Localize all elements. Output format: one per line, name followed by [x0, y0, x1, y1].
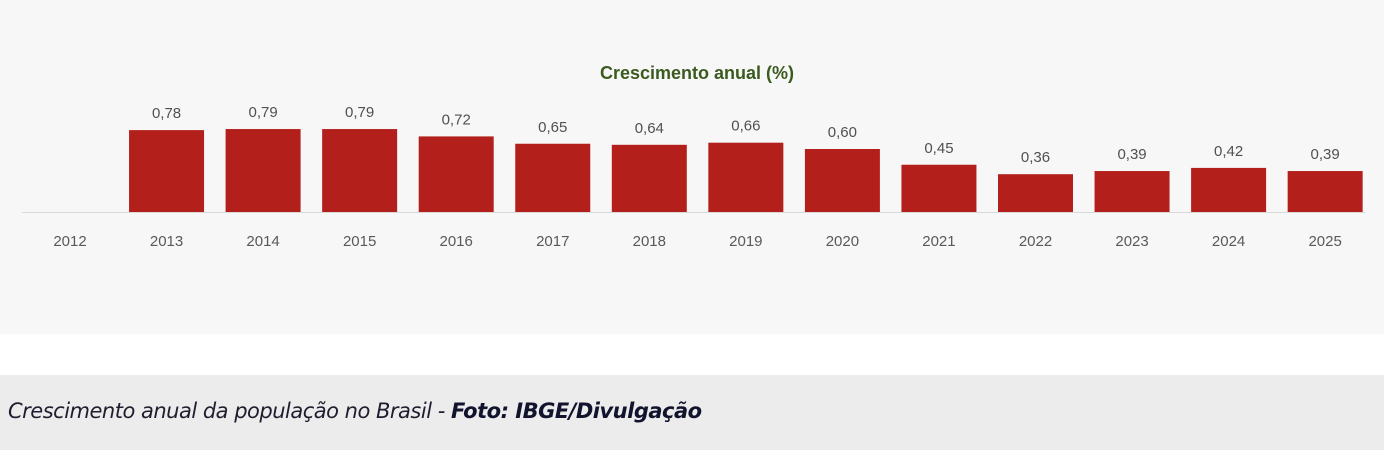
data-label: 0,66	[731, 118, 760, 135]
x-tick-label: 2018	[633, 233, 666, 250]
bar-2020	[804, 149, 880, 212]
bar-2018	[611, 144, 687, 212]
data-label: 0,36	[1021, 149, 1050, 166]
bar-2022	[998, 174, 1073, 212]
data-label: 0,39	[1311, 146, 1340, 163]
data-label: 0,45	[924, 140, 953, 157]
bar-2024	[1191, 167, 1267, 212]
x-tick-label: 2020	[826, 233, 859, 250]
x-tick-label: 2021	[922, 233, 955, 250]
x-tick-label: 2024	[1212, 233, 1245, 250]
data-label: 0,79	[248, 104, 277, 121]
bar-2023	[1094, 171, 1170, 212]
bar-2025	[1287, 171, 1363, 212]
x-tick-label: 2016	[440, 233, 473, 250]
chart-area: Crescimento anual (%) 2012 2013 0,78 2014 0,…	[22, 63, 1365, 250]
bar-2013	[129, 130, 205, 212]
x-tick-label: 2014	[246, 233, 279, 250]
caption-text: Crescimento anual da população no Brasil…	[8, 399, 451, 423]
data-label: 0,64	[635, 120, 664, 137]
data-label: 0,39	[1117, 146, 1146, 163]
data-label: 0,60	[828, 124, 857, 141]
x-tick-label: 2012	[53, 233, 86, 250]
chart-title: Crescimento anual (%)	[600, 63, 794, 83]
x-tick-label: 2015	[343, 233, 376, 250]
image-caption: Crescimento anual da população no Brasil…	[8, 399, 702, 423]
bar-chart: Crescimento anual (%) 2012 2013 0,78 2014 0,…	[22, 63, 1365, 250]
bar-2014	[225, 129, 301, 212]
data-label: 0,78	[152, 105, 181, 122]
photo-credit: Foto: IBGE/Divulgação	[450, 399, 702, 423]
x-tick-label: 2022	[1019, 233, 1052, 250]
data-label: 0,72	[442, 111, 471, 128]
data-label: 0,42	[1214, 143, 1243, 160]
caption-bar: Crescimento anual da população no Brasil…	[0, 375, 1384, 450]
bar-2015	[322, 129, 398, 212]
bar-2017	[515, 143, 591, 212]
bar-2019	[708, 142, 784, 212]
data-label: 0,65	[538, 119, 567, 136]
x-tick-label: 2025	[1308, 233, 1341, 250]
x-tick-label: 2023	[1115, 233, 1148, 250]
data-label: 0,79	[345, 104, 374, 121]
x-tick-label: 2019	[729, 233, 762, 250]
bar-2016	[418, 136, 494, 212]
x-tick-label: 2013	[150, 233, 183, 250]
x-tick-label: 2017	[536, 233, 569, 250]
bar-2021	[901, 164, 977, 212]
